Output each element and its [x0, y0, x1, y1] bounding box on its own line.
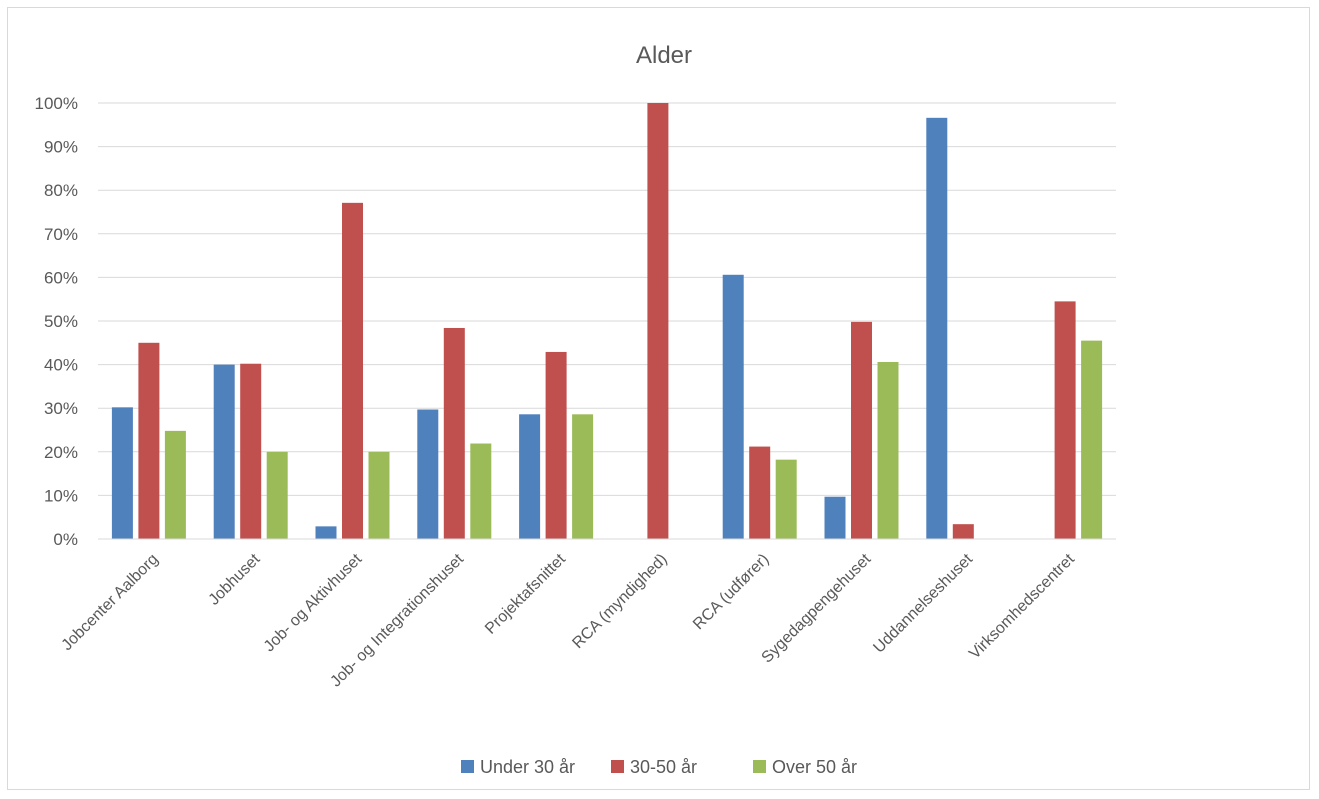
x-tick-label: Sygedagpengehuset: [759, 550, 875, 666]
bar: [417, 409, 439, 539]
y-tick-label: 60%: [44, 268, 78, 287]
x-tick-label: RCA (udfører): [690, 551, 772, 633]
bar: [240, 363, 262, 539]
y-tick-label: 70%: [44, 225, 78, 244]
legend: Under 30 år 30-50 år Over 50 år: [461, 757, 857, 777]
bar: [443, 327, 465, 539]
legend-swatch: [461, 760, 474, 773]
x-tick-label: Virksomhedscentret: [966, 550, 1078, 662]
bar: [647, 103, 669, 539]
legend-label: 30-50 år: [630, 757, 697, 777]
legend-label: Over 50 år: [772, 757, 857, 777]
bar: [213, 364, 235, 539]
bar: [519, 414, 541, 539]
bar: [266, 451, 288, 539]
bar: [851, 321, 872, 539]
bar: [722, 274, 744, 539]
y-tick-label: 80%: [44, 181, 78, 200]
bar: [952, 524, 974, 539]
bar: [111, 407, 133, 539]
y-tick-label: 0%: [53, 530, 78, 549]
y-tick-label: 50%: [44, 312, 78, 331]
x-tick-label: Jobhuset: [206, 550, 264, 608]
x-tick-label: Job- og Aktivhuset: [261, 550, 366, 655]
bar: [368, 451, 390, 539]
y-axis-ticks: 0% 10% 20% 30% 40% 50% 60% 70% 80% 90% 100%: [35, 94, 78, 549]
y-tick-label: 90%: [44, 138, 78, 157]
bar: [572, 414, 594, 539]
x-tick-label: Uddannelseshuset: [870, 550, 976, 656]
x-tick-label: RCA (myndighed): [569, 551, 670, 652]
y-tick-label: 40%: [44, 356, 78, 375]
bar: [1054, 301, 1076, 539]
x-tick-label: Jobcenter Aalborg: [59, 551, 162, 654]
bar: [1081, 340, 1103, 539]
legend-swatch: [753, 760, 766, 773]
chart-title: Alder: [636, 42, 692, 69]
legend-label: Under 30 år: [480, 757, 575, 777]
bar: [926, 117, 948, 539]
bar: [164, 430, 186, 539]
bar: [545, 351, 567, 539]
y-tick-label: 30%: [44, 399, 78, 418]
bars: [111, 103, 1103, 539]
legend-swatch: [611, 760, 624, 773]
x-tick-label: Projektafsnittet: [482, 550, 569, 637]
y-tick-label: 100%: [35, 94, 78, 113]
bar: [138, 342, 160, 539]
bar: [470, 443, 492, 539]
bar: [749, 446, 771, 539]
bar: [775, 459, 797, 539]
y-tick-label: 20%: [44, 443, 78, 462]
y-tick-label: 10%: [44, 486, 78, 505]
bar: [877, 361, 899, 539]
bar: [315, 526, 337, 539]
bar: [824, 496, 846, 539]
bar: [342, 202, 363, 539]
